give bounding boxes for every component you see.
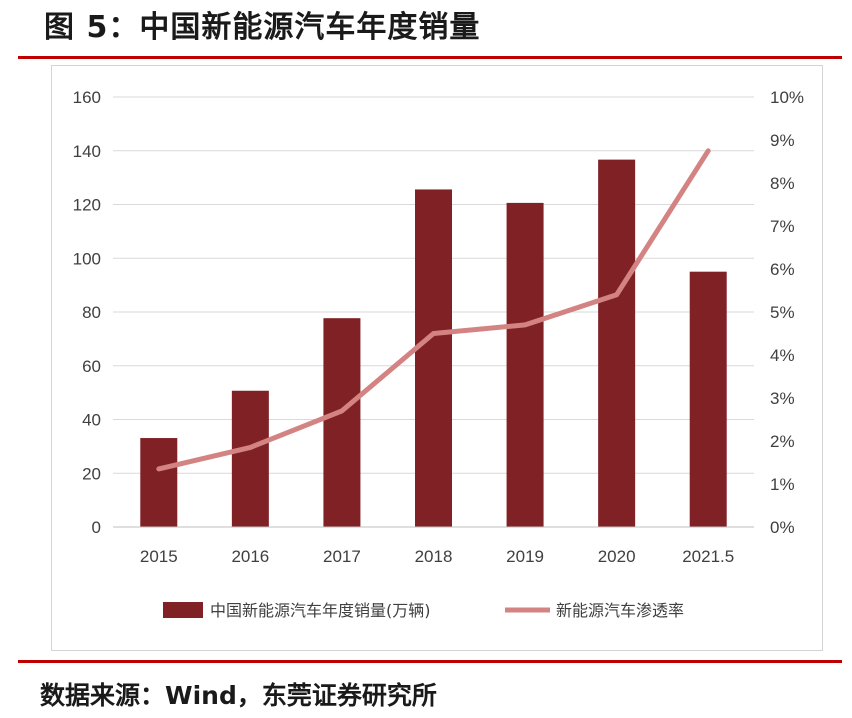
source-note: 数据来源：Wind，东莞证券研究所 [40, 681, 437, 710]
left-tick-label: 40 [82, 411, 101, 430]
left-tick-label: 0 [92, 518, 101, 537]
right-tick-label: 4% [770, 346, 795, 365]
sales-bar [140, 438, 178, 527]
bottom-rule [18, 660, 842, 663]
sales-bar [598, 159, 636, 527]
right-tick-label: 0% [770, 518, 795, 537]
legend-label-penetration: 新能源汽车渗透率 [556, 601, 684, 620]
x-tick-label: 2020 [598, 547, 636, 566]
figure-title: 图 5：中国新能源汽车年度销量 [44, 10, 481, 45]
combo-chart: 0 20 40 60 80 100 120 140 160 0% 1% 2% 3% 4% 5% 6% 7% 8%… [73, 88, 804, 620]
line-series [156, 148, 711, 472]
right-axis: 0% 1% 2% 3% 4% 5% 6% 7% 8% 9% 10% [770, 88, 804, 537]
bar-series [140, 159, 727, 527]
left-tick-label: 80 [82, 303, 101, 322]
x-tick-label: 2016 [231, 547, 269, 566]
sales-bar [231, 390, 269, 527]
top-rule [18, 56, 842, 59]
legend-label-sales: 中国新能源汽车年度销量(万辆) [210, 601, 431, 620]
right-tick-label: 10% [770, 88, 804, 107]
x-tick-label: 2019 [506, 547, 544, 566]
right-tick-label: 9% [770, 131, 795, 150]
x-tick-label: 2021.5 [682, 547, 734, 566]
left-tick-label: 120 [73, 196, 101, 215]
sales-bar [689, 271, 727, 527]
x-axis: 2015 2016 2017 2018 2019 2020 2021.5 [113, 526, 754, 566]
x-tick-label: 2015 [140, 547, 178, 566]
left-tick-label: 140 [73, 142, 101, 161]
x-tick-label: 2017 [323, 547, 361, 566]
right-tick-label: 1% [770, 475, 795, 494]
x-tick-label: 2018 [415, 547, 453, 566]
left-tick-label: 20 [82, 464, 101, 483]
penetration-line [156, 148, 711, 472]
right-tick-label: 3% [770, 389, 795, 408]
sales-bar [323, 318, 361, 527]
chart-container: 0 20 40 60 80 100 120 140 160 0% 1% 2% 3% 4% 5% 6% 7% 8%… [51, 65, 823, 651]
legend: 中国新能源汽车年度销量(万辆) 新能源汽车渗透率 [163, 601, 684, 620]
left-tick-label: 60 [82, 357, 101, 376]
left-tick-label: 160 [73, 88, 101, 107]
sales-bar [506, 202, 544, 527]
right-tick-label: 6% [770, 260, 795, 279]
legend-swatch-bar [163, 602, 203, 618]
sales-bar [415, 189, 452, 527]
left-tick-label: 100 [73, 249, 101, 268]
right-tick-label: 5% [770, 303, 795, 322]
right-tick-label: 2% [770, 432, 795, 451]
right-tick-label: 8% [770, 174, 795, 193]
right-tick-label: 7% [770, 217, 795, 236]
left-axis: 0 20 40 60 80 100 120 140 160 [73, 88, 101, 537]
